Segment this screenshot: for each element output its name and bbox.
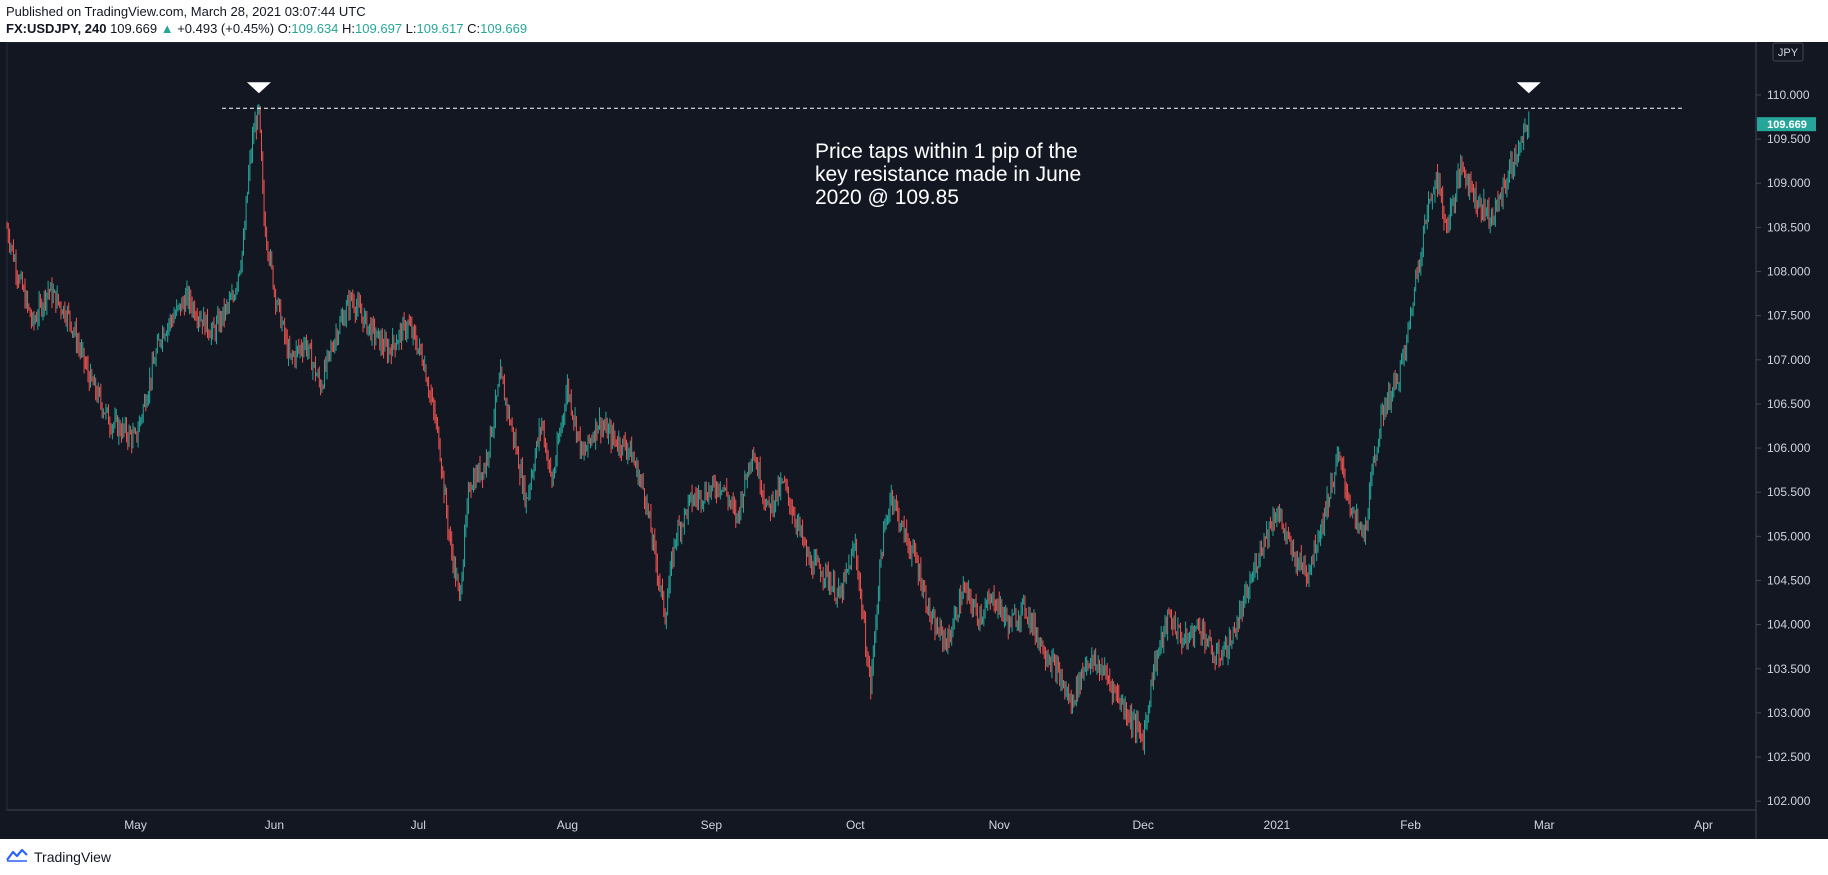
- y-tick-label: 108.500: [1767, 220, 1811, 234]
- brand-name: TradingView: [34, 848, 112, 865]
- y-tick-label: 110.000: [1767, 88, 1810, 102]
- published-line: Published on TradingView.com, March 28, …: [6, 4, 366, 19]
- y-tick-label: 103.000: [1767, 706, 1811, 720]
- annotation-line-3: 2020 @ 109.85: [815, 186, 959, 209]
- low-value: 109.617: [416, 21, 464, 36]
- currency-tag[interactable]: JPY: [1772, 42, 1804, 62]
- close-value: 109.669: [480, 21, 528, 36]
- y-tick-label: 102.500: [1767, 750, 1811, 764]
- symbol-line: FX:USDJPY, 240 109.669 ▲ +0.493 (+0.45%)…: [6, 21, 527, 36]
- annotation-line-1: Price taps within 1 pip of the: [815, 140, 1078, 163]
- y-axis: 102.000 102.500 103.000 103.500 104.000 104.5…: [1756, 88, 1811, 808]
- x-tick-label: Oct: [846, 818, 865, 832]
- high-value: 109.697: [355, 21, 403, 36]
- symbol-name: FX:USDJPY, 240: [6, 21, 107, 36]
- open-value: 109.634: [291, 21, 339, 36]
- y-tick-label: 105.000: [1767, 529, 1811, 543]
- last-price-tag-text: 109.669: [1767, 119, 1807, 131]
- chart-area[interactable]: 102.000 102.500 103.000 103.500 104.000 104.5…: [0, 41, 1828, 839]
- y-tick-label: 106.000: [1767, 441, 1811, 455]
- y-tick-label: 107.500: [1767, 309, 1811, 323]
- high-label: H:: [342, 21, 356, 36]
- x-tick-label: Sep: [701, 818, 723, 832]
- y-tick-label: 107.000: [1767, 353, 1811, 367]
- x-tick-label: Feb: [1400, 818, 1421, 832]
- x-tick-label: Jul: [411, 818, 426, 832]
- y-tick-label: 109.000: [1767, 176, 1811, 190]
- x-tick-label: Aug: [557, 818, 578, 832]
- y-tick-label: 104.500: [1767, 573, 1811, 587]
- x-tick-label: 2021: [1264, 818, 1291, 832]
- header: Published on TradingView.com, March 28, …: [0, 0, 1828, 42]
- candles: [6, 104, 1530, 755]
- footer: TradingView: [0, 839, 1828, 875]
- x-tick-label: Apr: [1694, 818, 1713, 832]
- open-label: O:: [277, 21, 292, 36]
- y-tick-label: 105.500: [1767, 485, 1811, 499]
- y-tick-label: 109.500: [1767, 132, 1811, 146]
- x-tick-label: Jun: [265, 818, 284, 832]
- brand[interactable]: TradingView: [6, 848, 111, 865]
- x-tick-label: Nov: [989, 818, 1010, 832]
- last-price: 109.669: [110, 21, 158, 36]
- y-tick-label: 106.500: [1767, 397, 1811, 411]
- close-label: C:: [467, 21, 481, 36]
- y-tick-label: 102.000: [1767, 794, 1811, 808]
- y-tick-label: 103.500: [1767, 662, 1811, 676]
- x-tick-label: Dec: [1133, 818, 1154, 832]
- resistance-marker-icon: [1516, 82, 1541, 94]
- price-change: +0.493 (+0.45%): [177, 21, 275, 36]
- resistance-marker-icon: [246, 82, 271, 94]
- annotation: Price taps within 1 pip of the key resis…: [815, 140, 1081, 209]
- x-axis: May Jun Jul Aug Sep Oct Nov Dec 2021 Feb Mar Apr: [124, 818, 1713, 832]
- low-label: L:: [405, 21, 417, 36]
- markers: [246, 82, 1541, 94]
- annotation-line-2: key resistance made in June: [815, 163, 1081, 186]
- price-chart[interactable]: 102.000 102.500 103.000 103.500 104.000 104.5…: [0, 41, 1828, 839]
- tradingview-logo-icon: [6, 848, 28, 865]
- up-arrow-icon: ▲: [160, 21, 174, 36]
- last-price-tag: 109.669: [1757, 117, 1816, 132]
- y-tick-label: 108.000: [1767, 265, 1811, 279]
- x-tick-label: May: [124, 818, 147, 832]
- x-tick-label: Mar: [1534, 818, 1555, 832]
- currency-label: JPY: [1778, 47, 1799, 59]
- y-tick-label: 104.000: [1767, 618, 1811, 632]
